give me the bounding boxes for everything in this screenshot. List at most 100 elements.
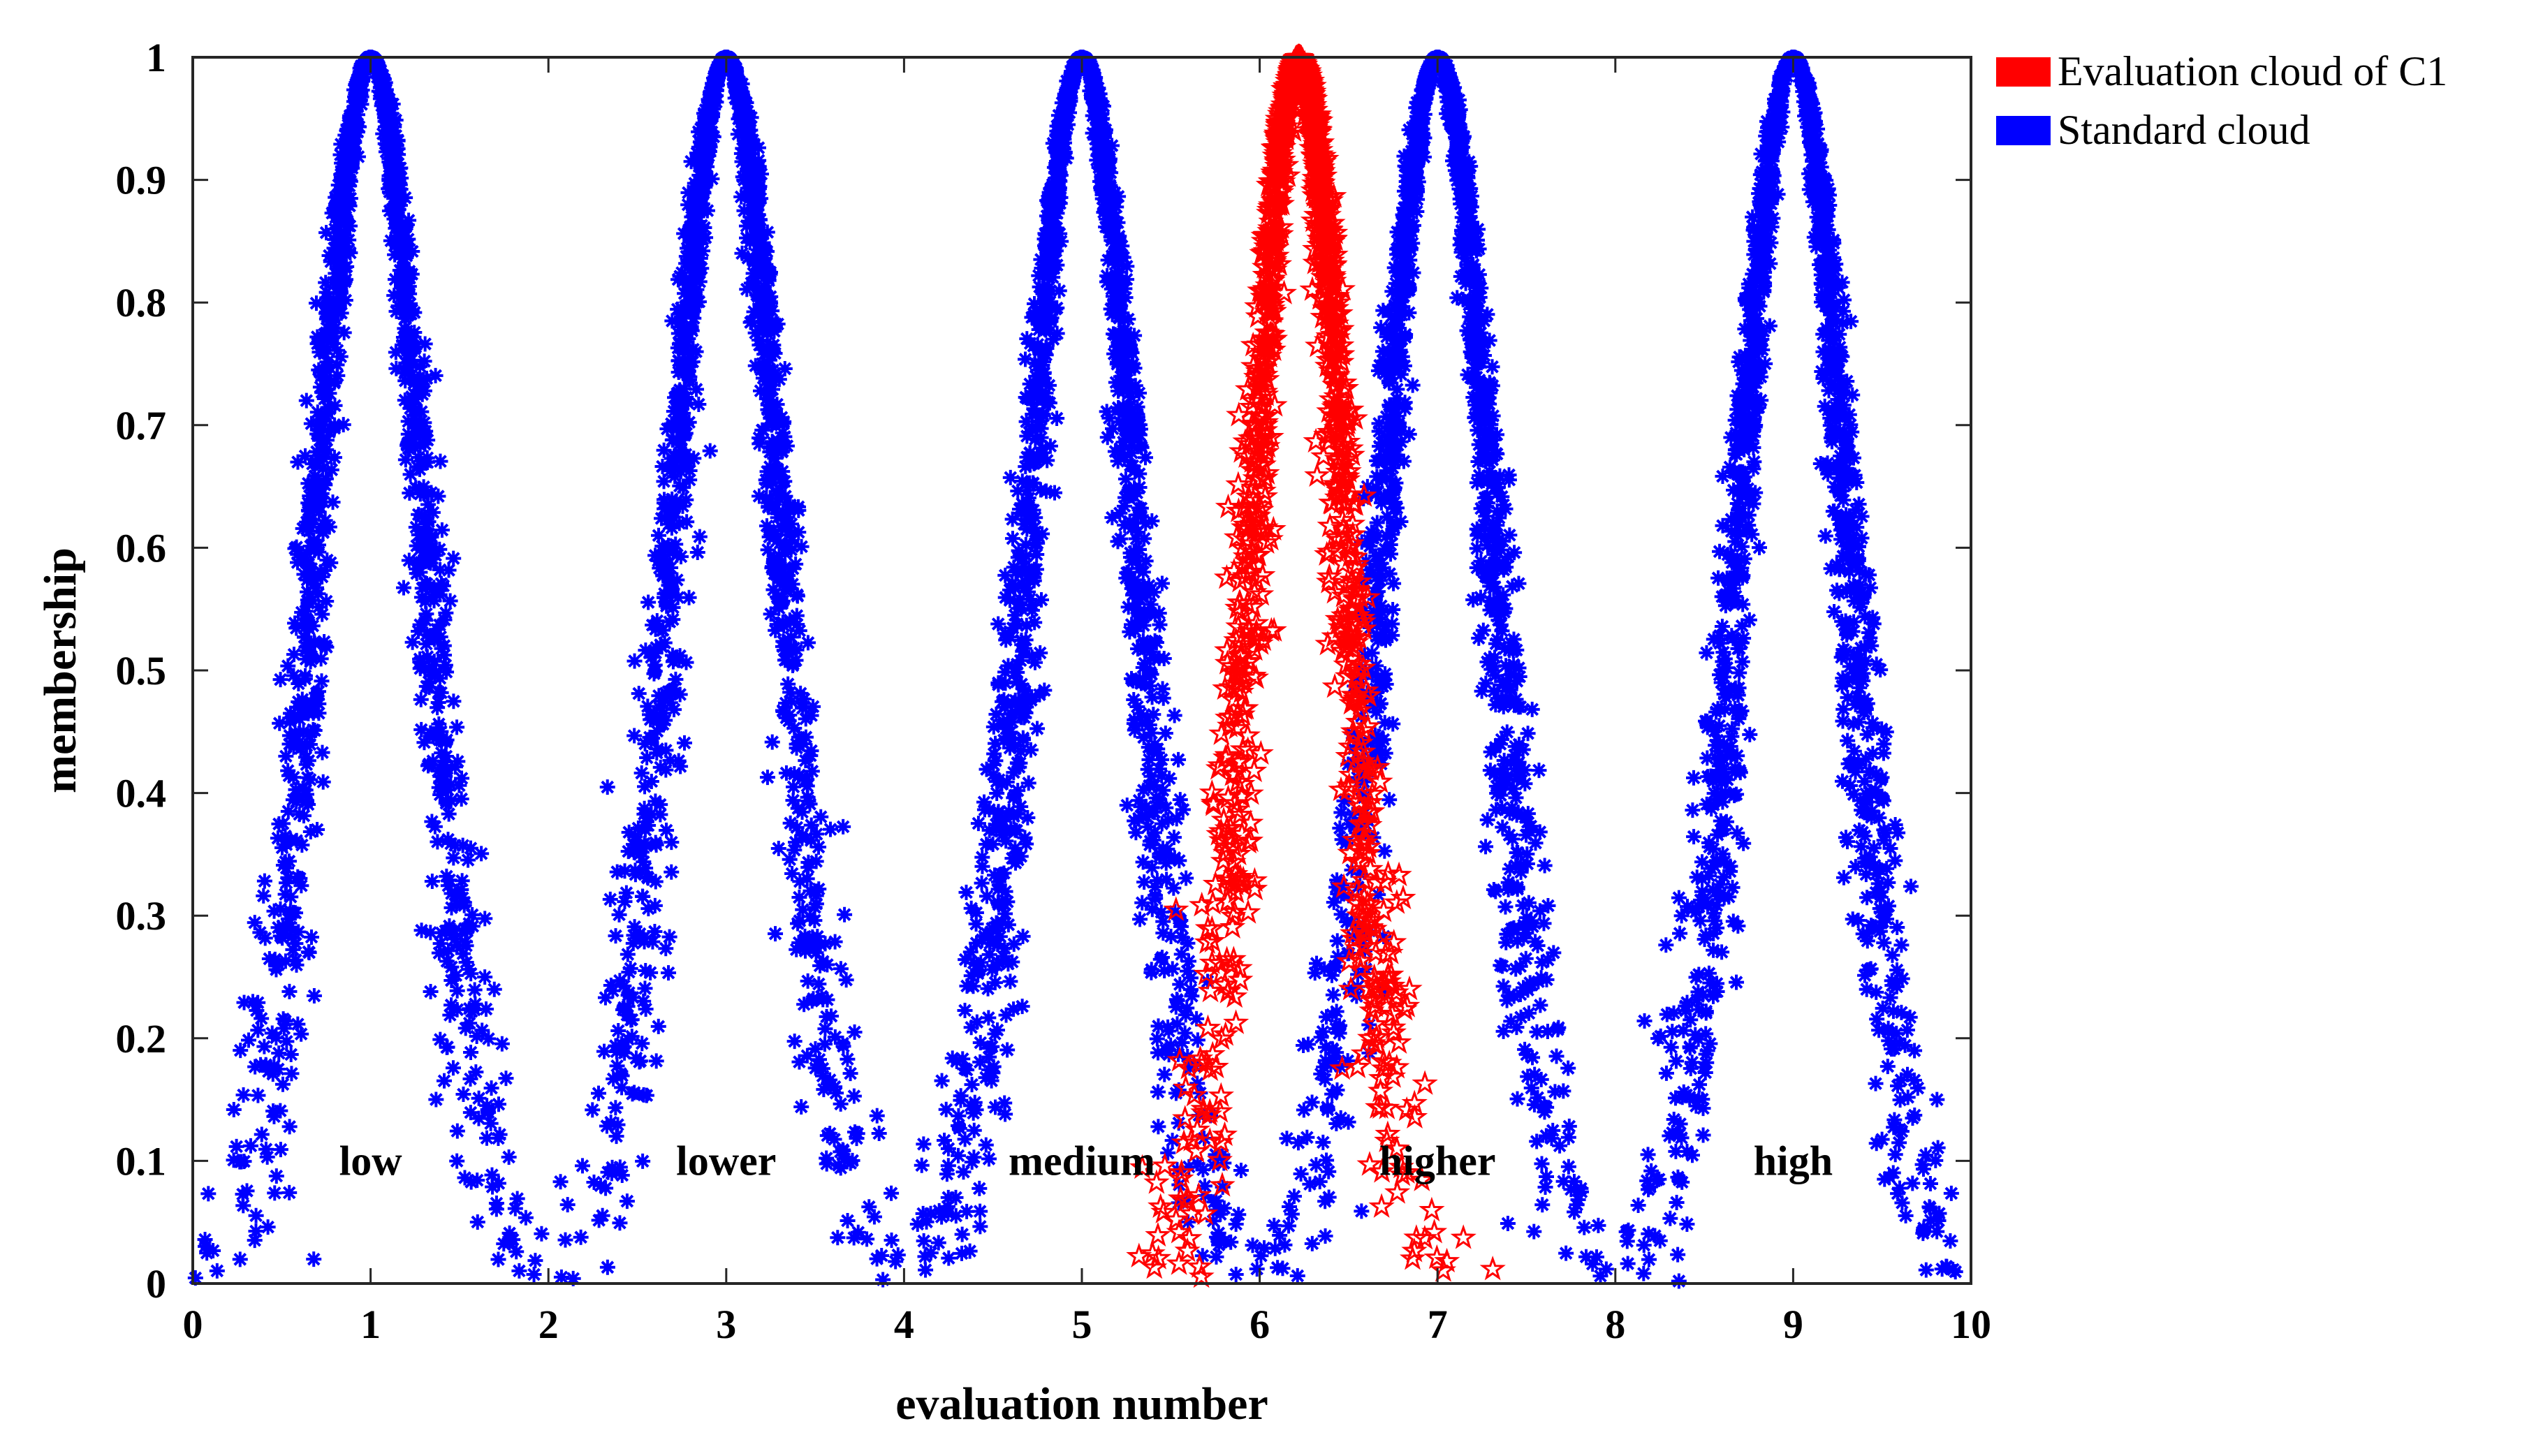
- standard-cloud-drop: [972, 1035, 988, 1051]
- standard-cloud-drop: [636, 1087, 652, 1103]
- standard-cloud-drop: [733, 189, 749, 205]
- standard-cloud-drop: [763, 369, 779, 385]
- standard-cloud-drop: [1021, 507, 1037, 523]
- standard-cloud-drop: [803, 817, 819, 833]
- standard-cloud-drop: [509, 1191, 525, 1207]
- standard-cloud-drop: [425, 504, 441, 520]
- standard-cloud-drop: [303, 929, 319, 945]
- standard-cloud-drop: [398, 265, 414, 281]
- standard-cloud-drop: [297, 671, 313, 687]
- standard-cloud-drop: [292, 870, 308, 886]
- standard-cloud-drop: [763, 295, 779, 311]
- standard-cloud-drop: [1120, 599, 1136, 615]
- standard-cloud-drop: [329, 357, 345, 373]
- standard-cloud-drop: [666, 681, 682, 697]
- standard-cloud-drop: [636, 800, 652, 816]
- standard-cloud-drop: [696, 201, 712, 217]
- standard-cloud-drop: [1043, 225, 1058, 241]
- standard-cloud-drop: [1159, 872, 1175, 888]
- standard-cloud-drop: [666, 702, 682, 718]
- standard-cloud-drop: [1141, 716, 1157, 733]
- standard-cloud-drop: [661, 614, 677, 630]
- standard-cloud-drop: [1029, 382, 1046, 398]
- standard-cloud-drop: [427, 818, 443, 834]
- standard-cloud-drop: [1110, 453, 1126, 469]
- standard-cloud-drop: [228, 1138, 244, 1154]
- standard-cloud-drop: [1122, 513, 1138, 529]
- standard-cloud-drop: [746, 156, 762, 172]
- standard-cloud-drop: [428, 1091, 444, 1108]
- standard-cloud-drop: [440, 878, 456, 894]
- standard-cloud-drop: [678, 492, 694, 508]
- standard-cloud-drop: [488, 1196, 504, 1212]
- standard-cloud-drop: [951, 1147, 966, 1163]
- standard-cloud-drop: [658, 685, 674, 701]
- standard-cloud-drop: [1316, 1059, 1332, 1075]
- standard-cloud-drop: [627, 867, 643, 883]
- standard-cloud-drop: [1127, 550, 1143, 566]
- standard-cloud-drop: [1003, 705, 1019, 721]
- standard-cloud-drop: [1025, 476, 1041, 492]
- standard-cloud-drop: [646, 666, 662, 682]
- standard-cloud-drop: [645, 617, 661, 633]
- standard-cloud-drop: [318, 471, 334, 487]
- standard-cloud-drop: [295, 808, 312, 824]
- standard-cloud-drop: [1022, 376, 1038, 392]
- standard-cloud-drop: [413, 721, 430, 737]
- standard-cloud-drop: [434, 522, 450, 538]
- standard-cloud-drop: [1085, 75, 1101, 91]
- standard-cloud-drop: [657, 635, 673, 651]
- standard-cloud-drop: [1378, 676, 1394, 692]
- standard-cloud-drop: [874, 1248, 890, 1264]
- standard-cloud-drop: [755, 341, 771, 358]
- standard-cloud-drop: [288, 781, 304, 797]
- standard-cloud-drop: [320, 400, 336, 416]
- standard-cloud-drop: [413, 554, 429, 571]
- standard-cloud-drop: [1014, 999, 1030, 1015]
- standard-cloud-drop: [1147, 633, 1163, 649]
- standard-cloud-drop: [416, 353, 432, 369]
- standard-cloud-drop: [1007, 738, 1023, 754]
- standard-cloud-drop: [270, 920, 286, 936]
- standard-cloud-drop: [272, 901, 288, 917]
- standard-cloud-drop: [396, 301, 412, 317]
- standard-cloud-drop: [323, 325, 339, 341]
- standard-cloud-drop: [417, 661, 433, 677]
- standard-cloud-drop: [988, 706, 1004, 722]
- standard-cloud-drop: [980, 929, 996, 946]
- standard-cloud-drop: [402, 346, 418, 362]
- standard-cloud-drop: [1027, 296, 1042, 312]
- standard-cloud-drop: [419, 485, 435, 501]
- standard-cloud-drop: [477, 911, 493, 927]
- standard-cloud-drop: [789, 736, 805, 752]
- standard-cloud-drop: [276, 1020, 292, 1036]
- standard-cloud-drop: [736, 203, 752, 219]
- standard-cloud-drop: [990, 936, 1006, 952]
- standard-cloud-drop: [923, 1245, 939, 1261]
- standard-cloud-drop: [802, 909, 818, 925]
- standard-cloud-drop: [1155, 925, 1171, 941]
- standard-cloud-drop: [285, 941, 301, 957]
- standard-cloud-drop: [888, 1253, 904, 1270]
- standard-cloud-drop: [1504, 578, 1520, 594]
- standard-cloud-drop: [483, 1080, 499, 1096]
- standard-cloud-drop: [940, 1158, 956, 1174]
- standard-cloud-drop: [272, 1103, 288, 1119]
- standard-cloud-drop: [462, 1001, 478, 1017]
- standard-cloud-drop: [759, 464, 775, 480]
- standard-cloud-drop: [384, 140, 400, 156]
- standard-cloud-drop: [1511, 669, 1527, 685]
- standard-cloud-drop: [272, 1142, 288, 1158]
- standard-cloud-drop: [954, 1245, 970, 1261]
- standard-cloud-drop: [264, 1025, 280, 1041]
- standard-cloud-drop: [985, 1065, 1001, 1081]
- standard-cloud-drop: [1000, 956, 1016, 972]
- standard-cloud-drop: [597, 990, 613, 1006]
- standard-cloud-drop: [349, 107, 365, 123]
- standard-cloud-drop: [280, 658, 296, 674]
- standard-cloud-drop: [664, 864, 680, 880]
- standard-cloud-drop: [574, 1158, 590, 1174]
- standard-cloud-drop: [249, 1002, 265, 1018]
- standard-cloud-drop: [400, 341, 416, 357]
- standard-cloud-drop: [1004, 531, 1020, 547]
